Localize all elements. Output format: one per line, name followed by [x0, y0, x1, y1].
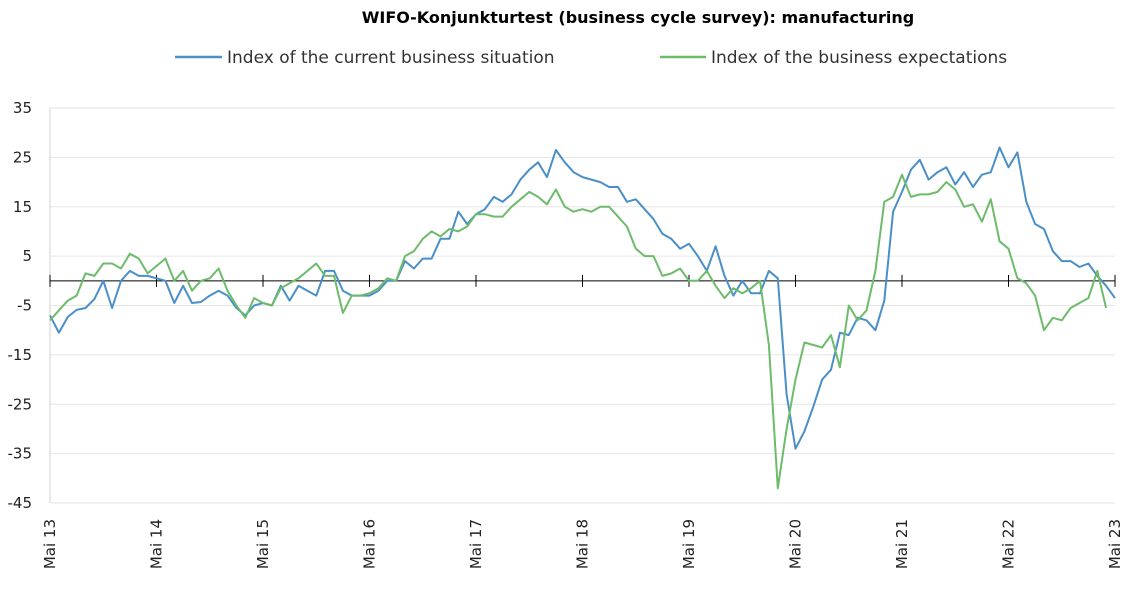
y-tick-label: 5 [22, 247, 32, 265]
series-line-current-situation [49, 146, 1116, 450]
x-tick-label: Mai 14 [148, 519, 166, 569]
legend-label-current-situation: Index of the current business situation [227, 48, 555, 68]
x-tick-label: Mai 21 [893, 519, 911, 569]
series-lines [49, 146, 1116, 490]
y-tick-label: -35 [8, 445, 33, 463]
x-tick-label: Mai 22 [1000, 519, 1018, 569]
y-axis-ticks: 35 25 15 5 -5 -15 -25 -35 -45 [8, 99, 33, 512]
x-axis: Mai 13 Mai 14 Mai 15 Mai 16 Mai 17 Mai 18 Mai … [41, 274, 1124, 569]
x-tick-label: Mai 15 [254, 519, 272, 569]
x-tick-label: Mai 23 [1106, 519, 1124, 569]
x-tick-label: Mai 20 [787, 519, 805, 569]
x-tick-label: Mai 13 [41, 519, 59, 569]
series-line-business-expectations [49, 173, 1108, 490]
y-tick-label: 35 [13, 99, 32, 117]
chart-title: WIFO-Konjunkturtest (business cycle surv… [362, 8, 915, 27]
y-tick-label: -5 [17, 297, 32, 315]
y-tick-label: -45 [8, 494, 33, 512]
y-tick-label: -25 [8, 395, 33, 413]
gridlines [49, 107, 1115, 504]
legend: Index of the current business situation … [175, 48, 1007, 68]
x-tick-label: Mai 19 [680, 519, 698, 569]
x-tick-label: Mai 17 [467, 519, 485, 569]
y-tick-label: 25 [13, 148, 32, 166]
y-tick-label: -15 [8, 346, 33, 364]
x-tick-label: Mai 18 [574, 519, 592, 569]
x-tick-label: Mai 16 [361, 519, 379, 569]
y-tick-label: 15 [13, 198, 32, 216]
legend-label-business-expectations: Index of the business expectations [711, 48, 1007, 68]
